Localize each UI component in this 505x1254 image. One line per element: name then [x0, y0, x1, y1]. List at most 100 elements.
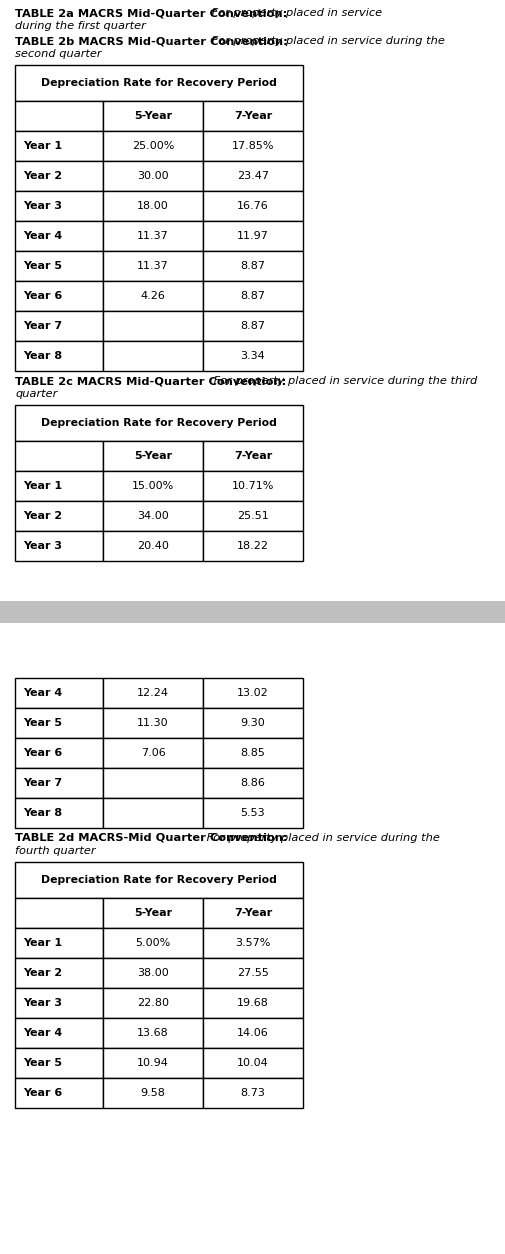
Text: 11.37: 11.37 — [137, 231, 169, 241]
Bar — [203, 1018, 302, 1048]
Bar — [103, 502, 203, 530]
Bar — [103, 341, 203, 371]
Text: second quarter: second quarter — [15, 49, 102, 59]
Bar — [15, 988, 103, 1018]
Text: 18.00: 18.00 — [137, 201, 169, 211]
Text: For property placed in service: For property placed in service — [208, 8, 381, 18]
Bar — [203, 281, 302, 311]
Text: 5.53: 5.53 — [240, 808, 265, 818]
Text: 11.37: 11.37 — [137, 261, 169, 271]
Bar — [15, 928, 103, 958]
Text: 7.06: 7.06 — [140, 747, 165, 757]
Bar — [15, 65, 302, 102]
Text: 8.87: 8.87 — [240, 261, 265, 271]
Text: Year 5: Year 5 — [23, 261, 62, 271]
Bar — [203, 221, 302, 251]
Bar — [103, 221, 203, 251]
Bar — [103, 798, 203, 828]
Bar — [103, 311, 203, 341]
Text: Year 3: Year 3 — [23, 998, 62, 1008]
Text: 5-Year: 5-Year — [134, 451, 172, 461]
Bar — [15, 739, 103, 767]
Bar — [103, 102, 203, 130]
Bar — [103, 281, 203, 311]
Bar — [15, 767, 103, 798]
Text: 8.87: 8.87 — [240, 291, 265, 301]
Text: 10.04: 10.04 — [237, 1058, 268, 1068]
Text: Year 7: Year 7 — [23, 777, 62, 788]
Bar — [203, 1048, 302, 1078]
Bar — [203, 958, 302, 988]
Bar — [103, 441, 203, 472]
Bar — [203, 988, 302, 1018]
Text: Year 4: Year 4 — [23, 231, 62, 241]
Text: 22.80: 22.80 — [137, 998, 169, 1008]
Text: Year 6: Year 6 — [23, 291, 62, 301]
Bar — [103, 1078, 203, 1109]
Text: 3.57%: 3.57% — [235, 938, 270, 948]
Text: 12.24: 12.24 — [137, 688, 169, 698]
Bar — [15, 311, 103, 341]
Text: 34.00: 34.00 — [137, 510, 169, 520]
Bar — [15, 861, 302, 898]
Text: Year 4: Year 4 — [23, 688, 62, 698]
Bar — [15, 798, 103, 828]
Text: Depreciation Rate for Recovery Period: Depreciation Rate for Recovery Period — [41, 78, 276, 88]
Text: 5-Year: 5-Year — [134, 908, 172, 918]
Bar — [103, 472, 203, 502]
Text: 11.97: 11.97 — [237, 231, 268, 241]
Text: 15.00%: 15.00% — [132, 482, 174, 492]
Bar — [203, 441, 302, 472]
Text: TABLE 2d MACRS-Mid Quarter Convention:: TABLE 2d MACRS-Mid Quarter Convention: — [15, 833, 287, 843]
Text: quarter: quarter — [15, 389, 57, 399]
Bar — [203, 767, 302, 798]
Bar — [15, 898, 103, 928]
Bar — [15, 958, 103, 988]
Text: 3.34: 3.34 — [240, 351, 265, 361]
Text: 25.00%: 25.00% — [131, 140, 174, 150]
Text: 9.30: 9.30 — [240, 719, 265, 729]
Bar — [15, 405, 302, 441]
Bar — [203, 341, 302, 371]
Bar — [103, 1048, 203, 1078]
Bar — [103, 161, 203, 191]
Bar — [15, 1018, 103, 1048]
Bar — [203, 709, 302, 739]
Bar — [15, 441, 103, 472]
Text: Year 4: Year 4 — [23, 1028, 62, 1038]
Bar — [103, 988, 203, 1018]
Bar — [203, 311, 302, 341]
Text: 27.55: 27.55 — [237, 968, 268, 978]
Text: TABLE 2c MACRS Mid-Quarter Convention:: TABLE 2c MACRS Mid-Quarter Convention: — [15, 376, 286, 386]
Bar — [203, 1078, 302, 1109]
Bar — [103, 191, 203, 221]
Bar — [15, 502, 103, 530]
Bar — [103, 530, 203, 561]
Text: Year 3: Year 3 — [23, 201, 62, 211]
Bar — [103, 130, 203, 161]
Text: 7-Year: 7-Year — [233, 908, 272, 918]
Text: 8.73: 8.73 — [240, 1088, 265, 1099]
Text: TABLE 2b MACRS Mid-Quarter Convention:: TABLE 2b MACRS Mid-Quarter Convention: — [15, 36, 287, 46]
Bar — [15, 709, 103, 739]
Text: 23.47: 23.47 — [236, 171, 269, 181]
Bar — [203, 130, 302, 161]
Bar — [203, 102, 302, 130]
Text: Year 2: Year 2 — [23, 510, 62, 520]
Bar — [15, 161, 103, 191]
Text: 9.58: 9.58 — [140, 1088, 165, 1099]
Text: Year 6: Year 6 — [23, 747, 62, 757]
Bar — [15, 678, 103, 709]
Text: Year 8: Year 8 — [23, 351, 62, 361]
Bar — [15, 1078, 103, 1109]
Text: 18.22: 18.22 — [236, 540, 269, 551]
Text: 14.06: 14.06 — [237, 1028, 268, 1038]
Bar — [103, 739, 203, 767]
Bar — [103, 678, 203, 709]
Text: For property placed in service during the: For property placed in service during th… — [208, 36, 444, 46]
Bar — [203, 191, 302, 221]
Text: 13.02: 13.02 — [237, 688, 268, 698]
Text: 5-Year: 5-Year — [134, 112, 172, 120]
Text: TABLE 2a MACRS Mid-Quarter Convention:: TABLE 2a MACRS Mid-Quarter Convention: — [15, 8, 287, 18]
Bar — [203, 678, 302, 709]
